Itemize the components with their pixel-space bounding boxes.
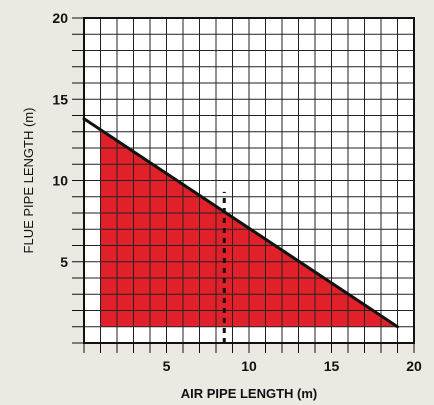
y-axis-title: FLUE PIPE LENGTH (m) [21, 108, 36, 254]
y-tick-label: 15 [52, 91, 68, 107]
x-axis-title: AIR PIPE LENGTH (m) [181, 386, 318, 401]
x-tick-label: 15 [324, 358, 340, 374]
y-tick-label: 5 [60, 254, 68, 270]
x-tick-label: 10 [241, 358, 257, 374]
boundary-line [82, 117, 399, 329]
x-tick-label: 20 [406, 358, 422, 374]
y-tick-label: 10 [52, 173, 68, 189]
y-tick-label: 20 [52, 10, 68, 26]
x-tick-label: 5 [163, 358, 171, 374]
